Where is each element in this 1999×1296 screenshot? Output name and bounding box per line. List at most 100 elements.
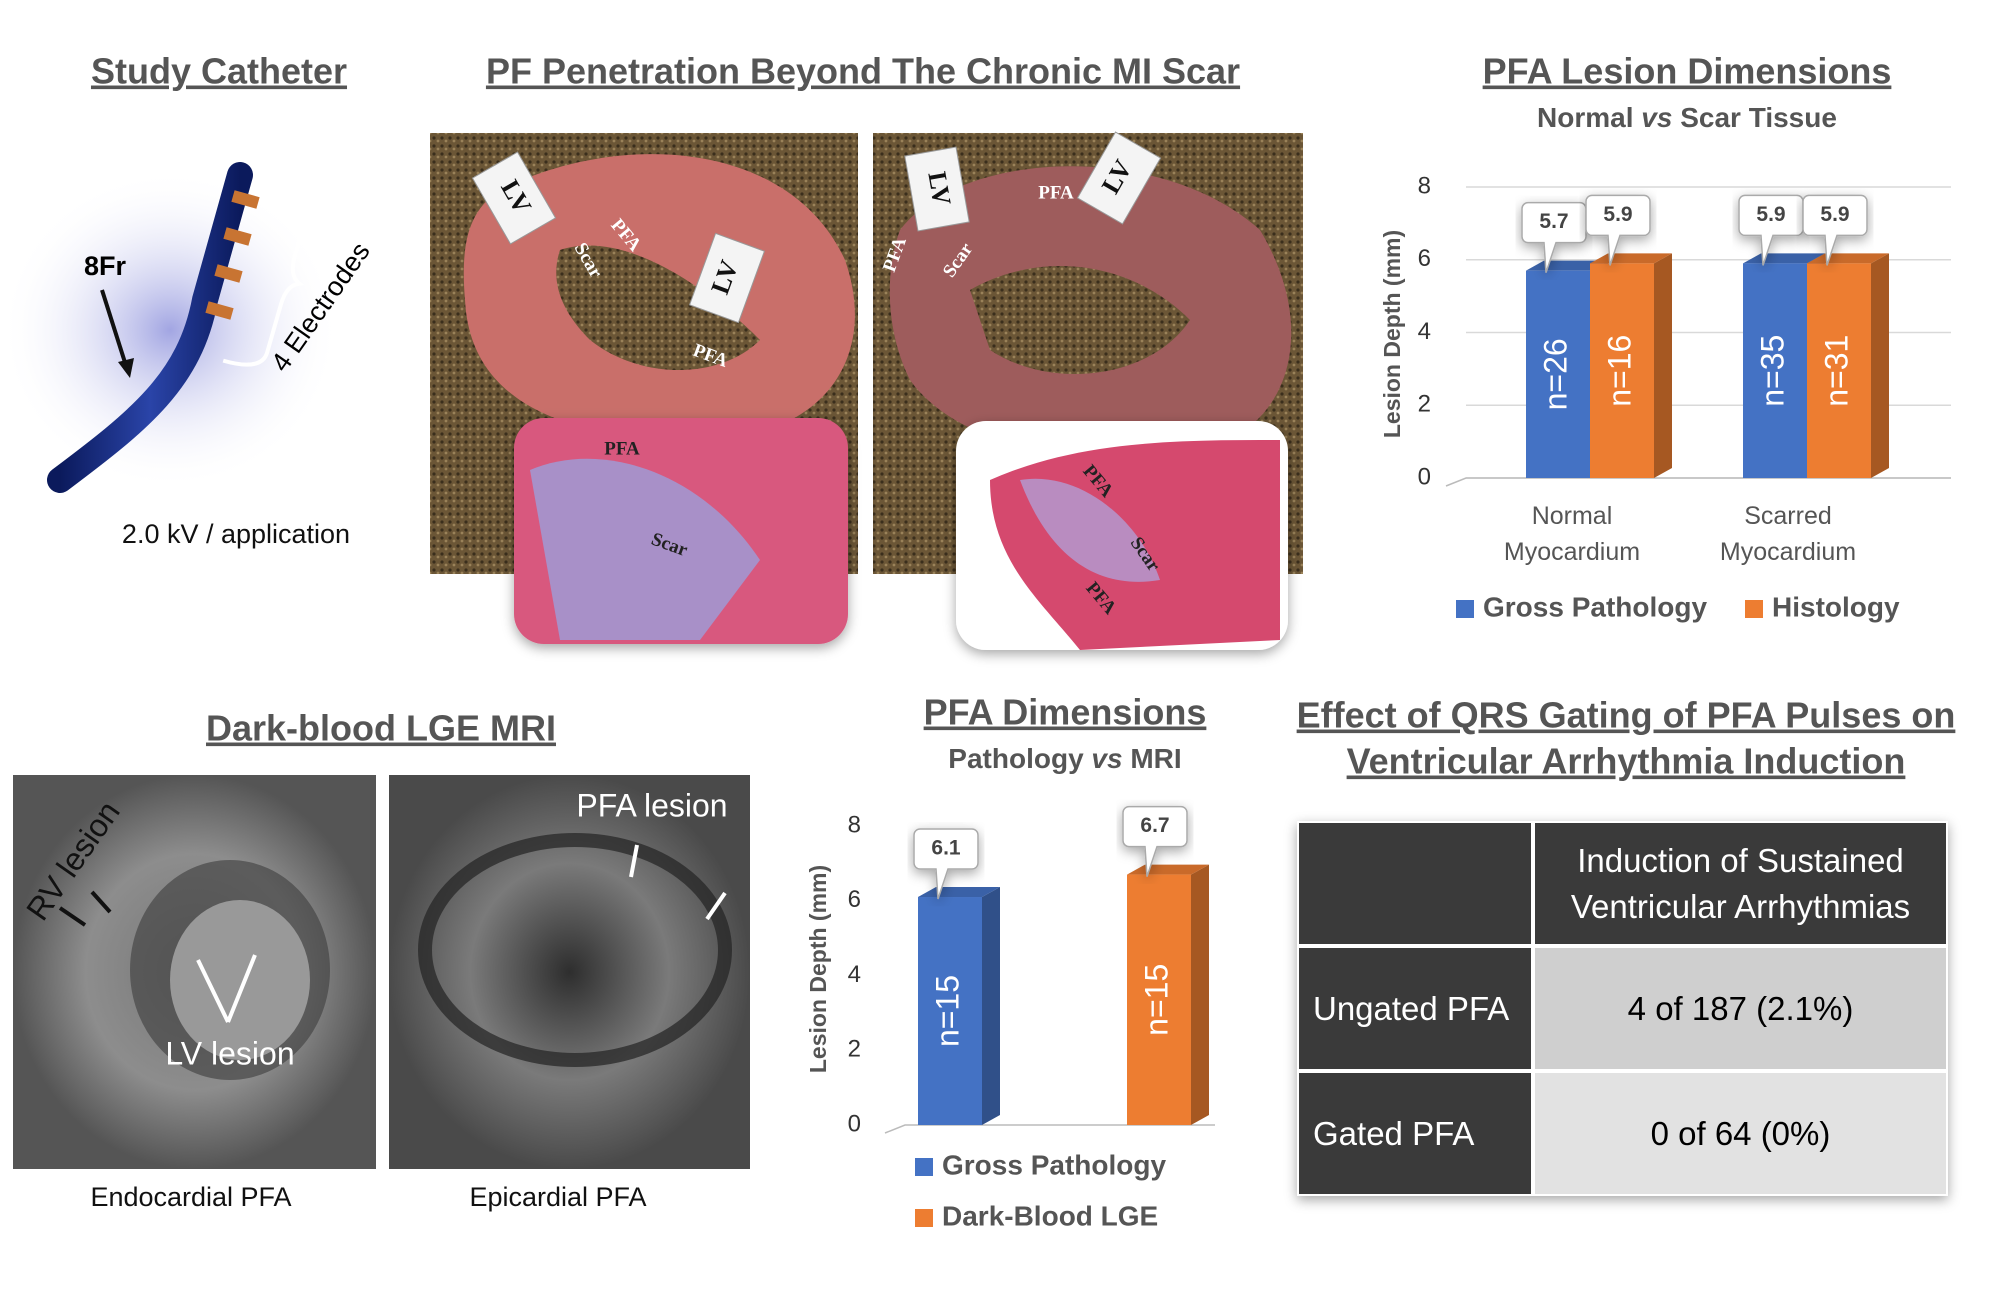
y-tick-label: 6 [848,886,861,913]
n-label: n=31 [1818,335,1854,407]
table-title: Effect of QRS Gating of PFA Pulses on [1297,695,1956,736]
value-callout [1585,194,1651,266]
label-card [1076,131,1162,225]
n-label: n=26 [1537,338,1573,410]
table-header: Induction of Sustained Ventricular Arrhy… [1533,821,1948,946]
data-label: 5.7 [1539,210,1568,233]
panel-title: Study Catheter [91,51,347,92]
lv-label: LV lesion [165,1035,294,1071]
bar [1526,270,1590,478]
floor-line [884,1124,1215,1134]
x-tick-label: Scarred Myocardium [1719,502,1857,566]
catheter-glow [0,170,340,490]
electrode-brace [222,181,312,367]
pfa-label: PFA lesion [576,787,727,823]
y-tick-label: 8 [848,811,861,838]
panel-title: PF Penetration Beyond The Chronic MI Sca… [486,51,1240,92]
photo-label: LV [904,146,970,232]
legend-swatch [1456,600,1474,618]
histology-inset-left [514,418,848,644]
subtitle-part: Scar Tissue [1672,102,1836,133]
y-tick-label: 4 [848,961,861,988]
legend-label: Gross Pathology [942,1149,1166,1180]
bar-side [1191,864,1209,1125]
photo-label: LV [688,232,766,324]
mri-arrows [196,844,727,1023]
chart-subtitle: Pathology vs MRI [948,743,1181,774]
data-label: 5.9 [1820,203,1849,226]
rv-arrows [58,890,112,927]
chart-subtitle: Normal vs Scar Tissue [1537,102,1837,133]
subtitle-part: vs [1091,743,1122,774]
data-label: 6.1 [931,837,961,860]
row-label: Ungated PFA [1297,946,1533,1071]
legend-swatch [915,1158,933,1176]
catheter-shaft [47,162,253,493]
size-arrowhead [118,358,134,378]
y-tick-label: 2 [1418,391,1431,418]
panel-title: Dark-blood LGE MRI [206,708,556,749]
legend-label: Histology [1772,591,1900,622]
floor-line [1445,477,1951,487]
size-arrow [100,289,130,373]
legend-label: Dark-Blood LGE [942,1200,1158,1231]
catheter-caption: 2.0 kV / application [122,519,350,549]
bar-side [1871,253,1889,478]
data-label: 6.7 [1140,814,1169,837]
size-label: 8Fr [84,251,127,281]
table-corner [1297,821,1533,946]
subtitle-part: Normal [1537,102,1641,133]
row-label: Gated PFA [1297,1071,1533,1196]
photo-label: PFA [1038,182,1074,203]
bar [1743,263,1807,478]
chart-title: PFA Lesion Dimensions [1483,51,1892,92]
y-axis-label: Lesion Depth (mm) [805,865,831,1073]
bar [918,897,982,1125]
mri-caption: Epicardial PFA [469,1182,646,1212]
bar-side [1654,253,1672,478]
label-card [688,232,766,324]
chart-title: PFA Dimensions [924,692,1207,733]
n-label: n=35 [1754,335,1790,407]
subtitle-part: MRI [1123,743,1182,774]
photo-label: PFA [604,438,640,459]
bar [1590,263,1654,478]
bar [1807,263,1871,478]
photo-label: LV [471,151,557,245]
y-tick-label: 0 [848,1110,861,1137]
y-tick-label: 4 [1418,318,1431,345]
legend-label: Gross Pathology [1483,591,1707,622]
data-label: 5.9 [1756,203,1785,226]
n-label: n=16 [1601,335,1637,407]
photo-label-text: PFA [1038,182,1074,203]
label-card [471,151,557,245]
y-tick-label: 8 [1418,172,1431,199]
n-label: n=15 [1138,964,1174,1036]
y-tick-label: 6 [1418,245,1431,272]
y-tick-label: 2 [848,1036,861,1063]
value-callout [1802,194,1868,266]
value-callout [913,828,979,900]
y-tick-label: 0 [1418,463,1431,490]
label-card [904,146,970,232]
histology-inset-right [956,421,1288,650]
bar [1127,874,1191,1125]
x-tick-label: Normal Myocardium [1503,502,1641,566]
table-cell: 4 of 187 (2.1%) [1533,946,1948,1071]
value-callout [1122,805,1188,877]
mri-endocardial [13,775,376,1169]
table-cell: 0 of 64 (0%) [1533,1071,1948,1196]
subtitle-part: vs [1641,102,1672,133]
photo-label-text: LV [922,169,956,207]
bar-side [982,887,1000,1125]
n-label: n=15 [929,975,965,1047]
photo-label-text: PFA [604,438,640,459]
mri-epicardial [389,775,750,1169]
y-axis-label: Lesion Depth (mm) [1379,230,1405,438]
data-label: 5.9 [1603,203,1632,226]
electrodes [205,190,260,320]
mri-caption: Endocardial PFA [90,1182,291,1212]
photo-label: LV [1076,131,1162,225]
table-title: Ventricular Arrhythmia Induction [1347,741,1906,782]
